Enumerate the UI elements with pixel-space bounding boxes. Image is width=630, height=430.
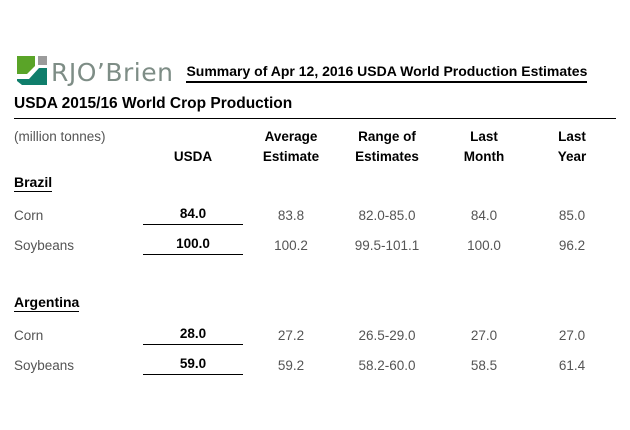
last-year-value: 96.2 — [558, 237, 586, 253]
unit-label: (million tonnes) — [14, 128, 106, 144]
rjobrien-logo: RJO’Brien — [16, 54, 173, 88]
doc-title: Summary of Apr 12, 2016 USDA World Produ… — [186, 63, 588, 83]
section-name-argentina: Argentina — [14, 294, 80, 312]
col-header-last-month-top: Last — [470, 128, 498, 144]
last-year-value: 85.0 — [558, 207, 586, 223]
rjobrien-logo-text: RJO’Brien — [51, 58, 174, 87]
usda-value: 28.0 — [143, 326, 243, 345]
section-header-brazil: Brazil — [14, 166, 614, 200]
last-month-value: 84.0 — [470, 207, 498, 223]
table-row-argentina-soybeans: Soybeans 59.0 59.2 58.2-60.0 58.5 61.4 — [14, 350, 614, 380]
last-month-value: 58.5 — [470, 357, 498, 373]
section-spacer — [14, 260, 614, 286]
last-month-value: 100.0 — [467, 237, 501, 253]
last-month-value: 27.0 — [470, 327, 498, 343]
col-header-average: Estimate — [262, 148, 320, 164]
col-header-range: Estimates — [355, 148, 419, 164]
col-header-last-year-top: Last — [558, 128, 586, 144]
page-heading: USDA 2015/16 World Crop Production — [14, 95, 293, 112]
row-label: Soybeans — [14, 357, 75, 373]
average-estimate-value: 27.2 — [277, 327, 305, 343]
col-header-range-top: Range of — [358, 128, 416, 144]
last-year-value: 61.4 — [558, 357, 586, 373]
table-row-argentina-corn: Corn 28.0 27.2 26.5-29.0 27.0 27.0 — [14, 320, 614, 350]
range-of-estimates-value: 99.5-101.1 — [354, 237, 420, 253]
crop-production-table: (million tonnes) Average Range of Last L… — [14, 126, 614, 380]
row-label: Corn — [14, 207, 44, 223]
range-of-estimates-value: 58.2-60.0 — [358, 357, 416, 373]
heading-rule — [14, 118, 616, 119]
row-label: Soybeans — [14, 237, 75, 253]
col-header-usda: USDA — [173, 148, 213, 164]
usda-value: 59.0 — [143, 356, 243, 375]
range-of-estimates-value: 26.5-29.0 — [358, 327, 416, 343]
section-name-brazil: Brazil — [14, 174, 53, 192]
masthead: RJO’Brien Summary of Apr 12, 2016 USDA W… — [16, 54, 616, 88]
header-row-top: (million tonnes) Average Range of Last L… — [14, 126, 614, 146]
average-estimate-value: 83.8 — [277, 207, 305, 223]
last-year-value: 27.0 — [558, 327, 586, 343]
usda-value: 84.0 — [143, 206, 243, 225]
rjobrien-logo-icon — [17, 56, 47, 85]
average-estimate-value: 59.2 — [277, 357, 305, 373]
table-row-brazil-soybeans: Soybeans 100.0 100.2 99.5-101.1 100.0 96… — [14, 230, 614, 260]
col-header-usda-top — [140, 126, 246, 146]
average-estimate-value: 100.2 — [274, 237, 308, 253]
col-header-last-year: Year — [557, 148, 587, 164]
table-row-brazil-corn: Corn 84.0 83.8 82.0-85.0 84.0 85.0 — [14, 200, 614, 230]
usda-value: 100.0 — [143, 236, 243, 255]
section-header-argentina: Argentina — [14, 286, 614, 320]
header-row-bottom: USDA Estimate Estimates Month Year — [14, 146, 614, 166]
col-header-last-month: Month — [463, 148, 505, 164]
range-of-estimates-value: 82.0-85.0 — [358, 207, 416, 223]
row-label: Corn — [14, 327, 44, 343]
col-header-average-top: Average — [264, 128, 318, 144]
